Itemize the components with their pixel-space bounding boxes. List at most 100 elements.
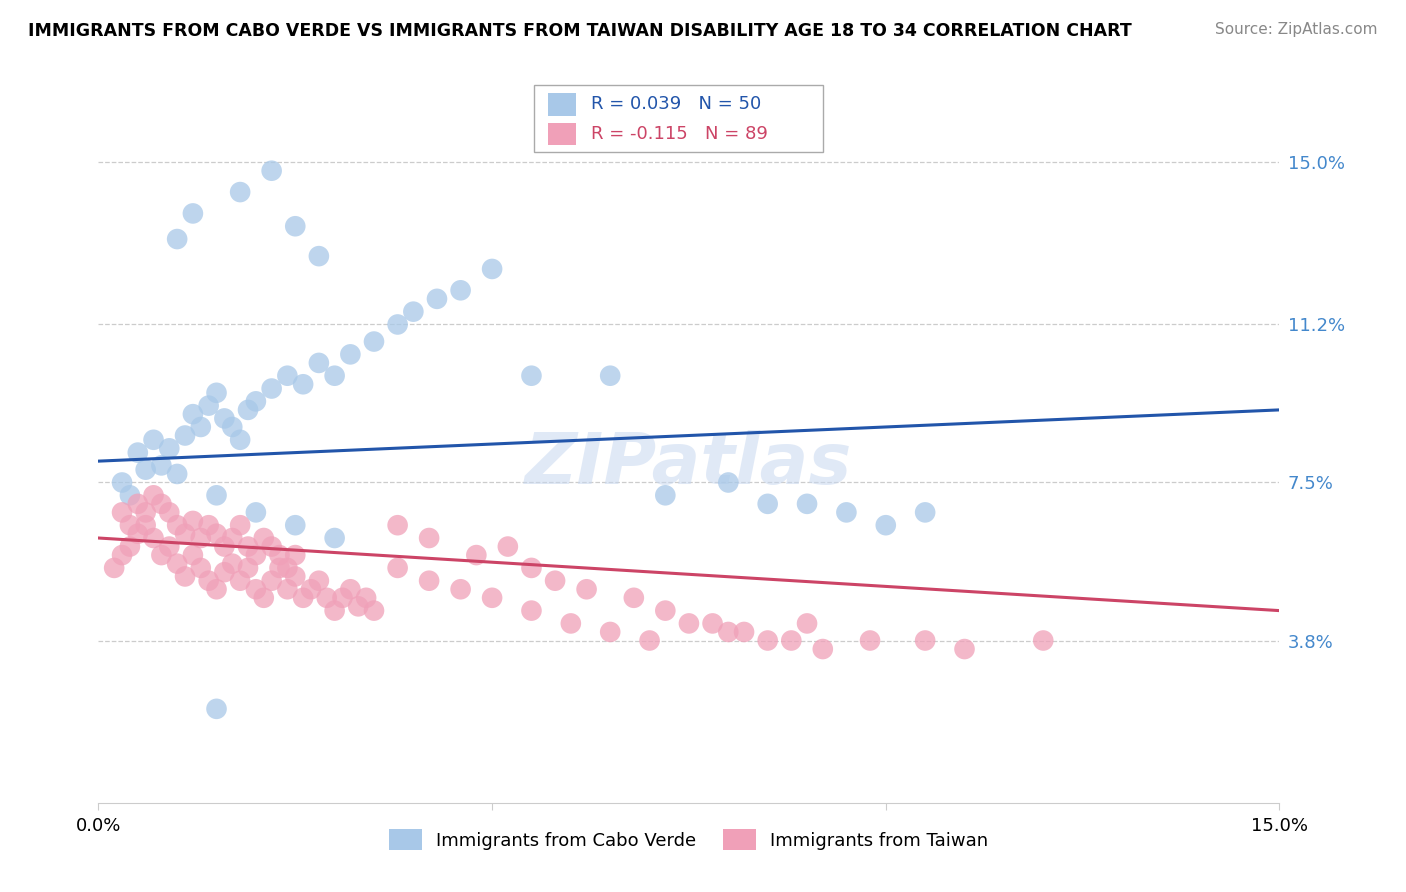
Point xyxy=(323,531,346,545)
Point xyxy=(221,531,243,545)
Point xyxy=(347,599,370,614)
Point xyxy=(284,219,307,234)
Point xyxy=(299,582,322,597)
Point xyxy=(575,582,598,597)
Point xyxy=(111,548,134,562)
Point xyxy=(166,232,188,246)
Point xyxy=(127,526,149,541)
Text: Source: ZipAtlas.com: Source: ZipAtlas.com xyxy=(1215,22,1378,37)
Point xyxy=(387,318,409,332)
Point xyxy=(481,262,503,277)
Point xyxy=(678,616,700,631)
Point xyxy=(599,368,621,383)
Point xyxy=(181,548,204,562)
Point xyxy=(197,574,219,588)
Point xyxy=(402,304,425,318)
Point xyxy=(142,433,165,447)
Point xyxy=(142,531,165,545)
Point xyxy=(253,591,276,605)
Point xyxy=(702,616,724,631)
Point xyxy=(197,518,219,533)
Point xyxy=(292,591,315,605)
Point xyxy=(150,458,173,473)
Point xyxy=(127,497,149,511)
Point xyxy=(236,403,259,417)
Point xyxy=(426,292,449,306)
Point xyxy=(269,548,291,562)
Point xyxy=(914,505,936,519)
Point xyxy=(292,377,315,392)
Point xyxy=(236,540,259,554)
Point xyxy=(450,582,472,597)
Point xyxy=(323,604,346,618)
Point xyxy=(221,420,243,434)
Point xyxy=(127,445,149,459)
Point xyxy=(245,582,267,597)
Point xyxy=(654,488,676,502)
Point xyxy=(811,642,834,657)
Point xyxy=(142,488,165,502)
Point xyxy=(174,569,197,583)
Point xyxy=(623,591,645,605)
Point xyxy=(796,497,818,511)
Point xyxy=(354,591,377,605)
Point xyxy=(174,428,197,442)
Point xyxy=(214,540,236,554)
Legend: Immigrants from Cabo Verde, Immigrants from Taiwan: Immigrants from Cabo Verde, Immigrants f… xyxy=(382,822,995,857)
Point xyxy=(229,574,252,588)
Point xyxy=(875,518,897,533)
Point xyxy=(260,574,283,588)
Point xyxy=(181,407,204,421)
Point xyxy=(260,540,283,554)
Point xyxy=(308,356,330,370)
Point xyxy=(205,702,228,716)
Point xyxy=(284,518,307,533)
Point xyxy=(157,442,180,456)
Point xyxy=(197,399,219,413)
Point xyxy=(157,540,180,554)
Point xyxy=(276,561,298,575)
Point xyxy=(190,561,212,575)
Text: IMMIGRANTS FROM CABO VERDE VS IMMIGRANTS FROM TAIWAN DISABILITY AGE 18 TO 34 COR: IMMIGRANTS FROM CABO VERDE VS IMMIGRANTS… xyxy=(28,22,1132,40)
Point xyxy=(205,385,228,400)
Point xyxy=(118,488,141,502)
Point xyxy=(111,475,134,490)
Point xyxy=(284,548,307,562)
Point xyxy=(520,604,543,618)
Point xyxy=(205,582,228,597)
Point xyxy=(544,574,567,588)
Point xyxy=(190,420,212,434)
Point xyxy=(654,604,676,618)
Point xyxy=(780,633,803,648)
Point xyxy=(560,616,582,631)
Point xyxy=(638,633,661,648)
Point xyxy=(229,518,252,533)
Point xyxy=(953,642,976,657)
Point xyxy=(221,557,243,571)
Point xyxy=(118,518,141,533)
Point xyxy=(166,557,188,571)
Point xyxy=(276,368,298,383)
Point xyxy=(308,249,330,263)
Point xyxy=(717,624,740,639)
Point xyxy=(418,531,440,545)
Point xyxy=(135,463,157,477)
Point xyxy=(914,633,936,648)
Point xyxy=(260,382,283,396)
Point xyxy=(756,633,779,648)
Point xyxy=(339,347,361,361)
Point xyxy=(520,368,543,383)
Point xyxy=(332,591,354,605)
Point xyxy=(733,624,755,639)
Point xyxy=(174,526,197,541)
Point xyxy=(481,591,503,605)
Point xyxy=(150,548,173,562)
Point xyxy=(269,561,291,575)
Text: ZIPatlas: ZIPatlas xyxy=(526,430,852,499)
Point xyxy=(135,518,157,533)
Point xyxy=(229,433,252,447)
Point xyxy=(450,283,472,297)
Point xyxy=(236,561,259,575)
Text: R = -0.115   N = 89: R = -0.115 N = 89 xyxy=(591,125,768,143)
Point xyxy=(150,497,173,511)
